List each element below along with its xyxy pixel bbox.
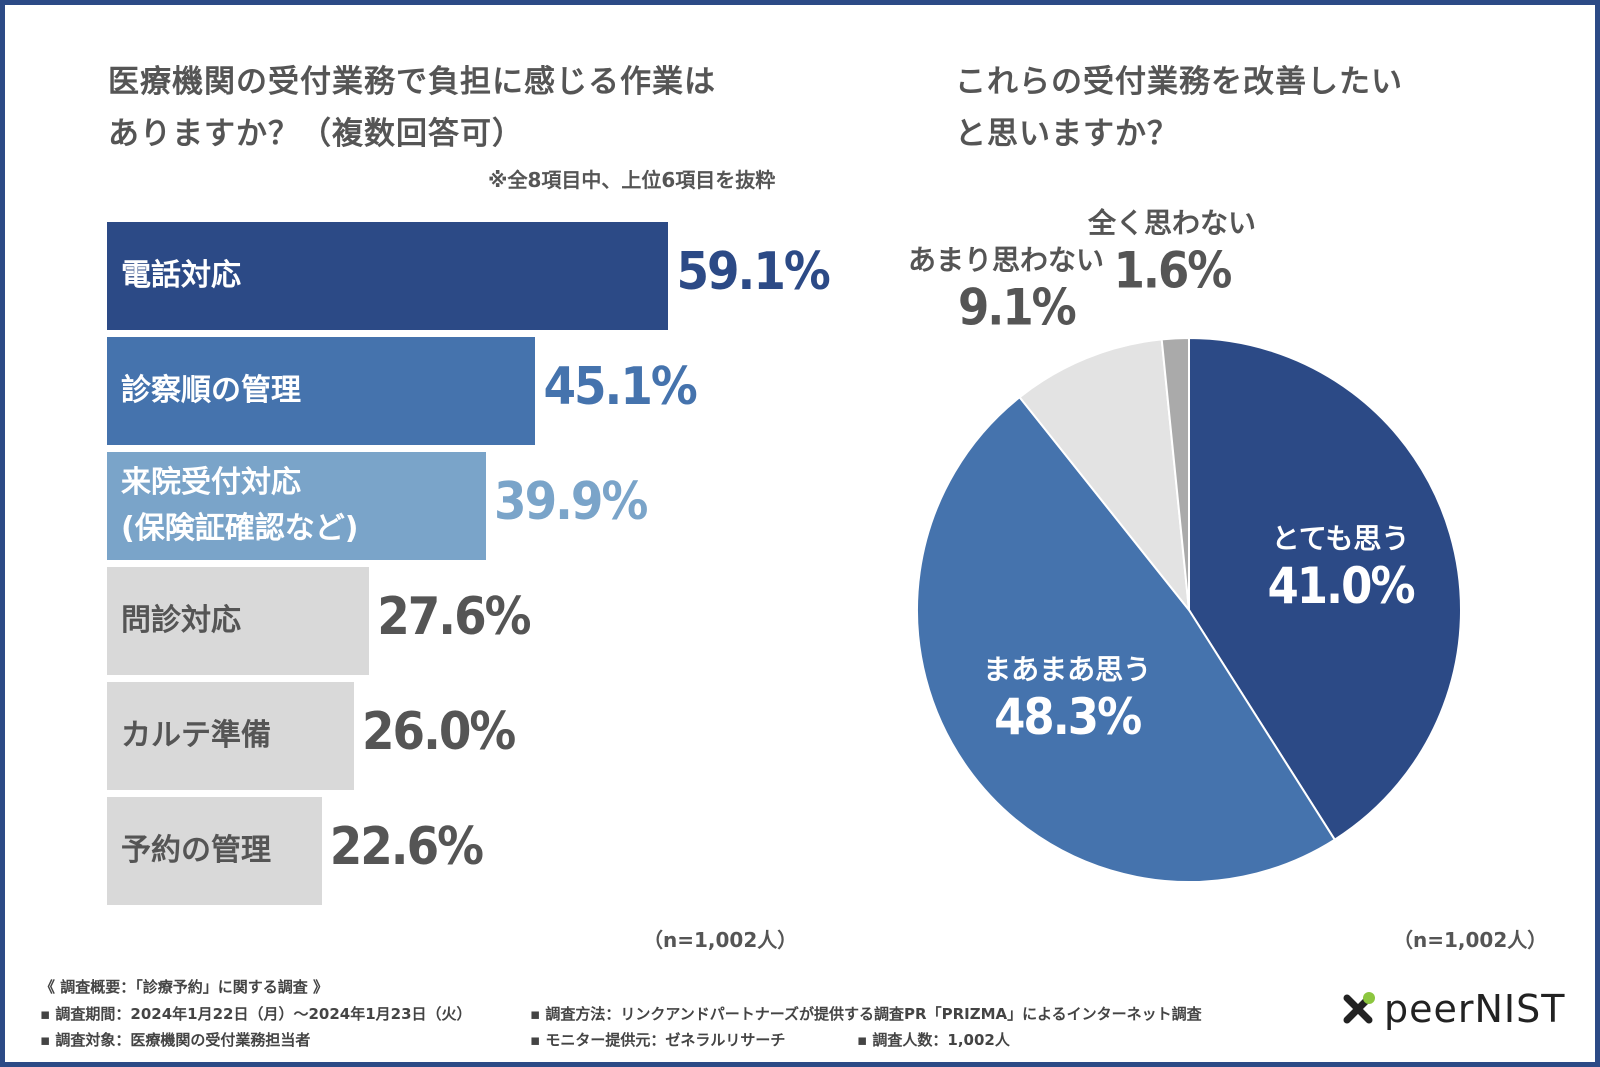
bar-value-label-3: 39.9% bbox=[494, 472, 648, 532]
survey-count: ▪ 調査人数：1,002人 bbox=[857, 1031, 1010, 1049]
pie-value-label-3: 9.1% bbox=[957, 278, 1077, 337]
pie-value-label-2: 48.3% bbox=[994, 687, 1142, 746]
survey-heading: 《 調査概要：「診療予約」に関する調査 》 bbox=[40, 978, 328, 996]
survey-monitor: ▪ モニター提供元：ゼネラルリサーチ bbox=[530, 1031, 786, 1049]
bar-chart-title-line-2: ありますか？（複数回答可） bbox=[108, 116, 524, 152]
pie-category-label-3: あまり思わない bbox=[907, 243, 1105, 277]
bar-value-label-4: 27.6% bbox=[377, 587, 531, 647]
bar-value-label-1: 59.1% bbox=[676, 242, 830, 302]
bar-3: 来院受付対応 (保険証確認など) bbox=[107, 452, 487, 560]
bar-value-label-2: 45.1% bbox=[543, 357, 697, 417]
pie-slice-3 bbox=[1018, 338, 1191, 614]
bar-chart-sample-size: （n=1,002人） bbox=[643, 928, 798, 952]
pie-value-label-1: 41.0% bbox=[1267, 556, 1415, 615]
bar-4: 問診対応 bbox=[107, 567, 370, 675]
pie-category-label-4: 全く思わない bbox=[1087, 206, 1257, 240]
pie-category-label-2: まあまあ思う bbox=[983, 652, 1152, 686]
bar-chart-title: 医療機関の受付業務で負担に感じる作業は ありますか？（複数回答可） bbox=[108, 56, 716, 160]
peernist-logo-text: peerNIST bbox=[1384, 987, 1566, 1031]
pie-slice-4 bbox=[1160, 336, 1190, 611]
survey-target: ▪ 調査対象：医療機関の受付業務担当者 bbox=[40, 1031, 311, 1049]
bar-6: 予約の管理 bbox=[107, 797, 322, 905]
peernist-logo: peerNIST bbox=[1338, 987, 1565, 1031]
pie-label-3: あまり思わない 9.1% bbox=[908, 239, 1104, 337]
pie-chart-title: これらの受付業務を改善したい と思いますか？ bbox=[955, 56, 1403, 160]
pie-label-2: まあまあ思う 48.3% bbox=[983, 648, 1151, 746]
bar-5: カルテ準備 bbox=[107, 682, 354, 790]
pie-chart-title-line-1: これらの受付業務を改善したい bbox=[955, 64, 1403, 100]
pie-category-label-1: とても思う bbox=[1271, 521, 1410, 555]
pie-slice-1 bbox=[1188, 336, 1462, 842]
peernist-logo-icon bbox=[1343, 992, 1375, 1024]
pie-label-4: 全く思わない 1.6% bbox=[1088, 202, 1256, 300]
bar-chart-title-line-1: 医療機関の受付業務で負担に感じる作業は bbox=[108, 64, 716, 100]
bar-value-label-6: 22.6% bbox=[329, 817, 484, 877]
bar-2: 診察順の管理 bbox=[107, 337, 536, 445]
pie-slice-2 bbox=[916, 395, 1337, 883]
pie-label-1: とても思う 41.0% bbox=[1267, 517, 1415, 615]
survey-method: ▪ 調査方法：リンクアンドパートナーズが提供する調査PR「PRIZMA」によるイ… bbox=[530, 1005, 1202, 1023]
pie-value-label-4: 1.6% bbox=[1113, 241, 1233, 300]
bar-value-label-5: 26.0% bbox=[362, 702, 516, 762]
survey-period: ▪ 調査期間：2024年1月22日（月）〜2024年1月23日（火） bbox=[40, 1005, 472, 1023]
pie-chart-sample-size: （n=1,002人） bbox=[1393, 928, 1548, 952]
bar-chart-note: ※全8項目中、上位6項目を抜粋 bbox=[488, 168, 776, 192]
bar-1: 電話対応 bbox=[107, 222, 669, 330]
pie-chart-title-line-2: と思いますか？ bbox=[955, 116, 1179, 152]
